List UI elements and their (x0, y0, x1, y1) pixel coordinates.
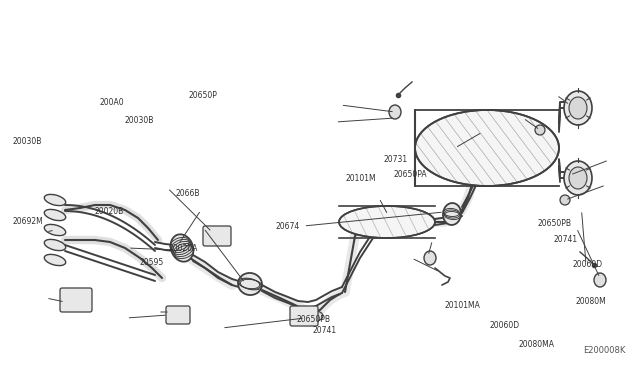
Text: 20595: 20595 (140, 258, 164, 267)
Text: 20650PA: 20650PA (394, 170, 428, 179)
Ellipse shape (44, 254, 66, 266)
Ellipse shape (415, 110, 559, 186)
Text: E200008K: E200008K (582, 346, 625, 355)
Text: 20650PB: 20650PB (538, 219, 572, 228)
Text: 20741: 20741 (312, 326, 337, 335)
Text: 20692M: 20692M (13, 217, 44, 226)
Ellipse shape (443, 203, 461, 225)
Text: 20741: 20741 (554, 235, 578, 244)
Ellipse shape (44, 195, 66, 206)
Ellipse shape (44, 240, 66, 251)
Ellipse shape (594, 273, 606, 287)
Ellipse shape (389, 105, 401, 119)
Ellipse shape (564, 161, 592, 195)
Ellipse shape (424, 251, 436, 265)
Ellipse shape (569, 167, 587, 189)
Text: 20020A: 20020A (168, 244, 198, 253)
Text: 2066B: 2066B (176, 189, 200, 198)
Ellipse shape (44, 224, 66, 235)
Ellipse shape (307, 311, 323, 321)
Text: 20030B: 20030B (13, 137, 42, 146)
Ellipse shape (569, 97, 587, 119)
FancyBboxPatch shape (290, 306, 318, 326)
Text: 20674: 20674 (275, 222, 300, 231)
FancyBboxPatch shape (60, 288, 92, 312)
FancyBboxPatch shape (166, 306, 190, 324)
Text: 20080MA: 20080MA (518, 340, 554, 349)
Text: 20060D: 20060D (573, 260, 603, 269)
Text: 200A0: 200A0 (99, 98, 124, 107)
Ellipse shape (44, 209, 66, 221)
Circle shape (535, 125, 545, 135)
FancyBboxPatch shape (203, 226, 231, 246)
Text: 20060D: 20060D (490, 321, 520, 330)
Text: 20101MA: 20101MA (445, 301, 481, 310)
Circle shape (560, 195, 570, 205)
Ellipse shape (171, 234, 193, 262)
Text: 20101M: 20101M (346, 174, 376, 183)
Text: 20020B: 20020B (95, 207, 124, 216)
Text: 20650P: 20650P (189, 92, 218, 100)
Text: 20731: 20731 (384, 155, 408, 164)
Ellipse shape (238, 273, 262, 295)
Text: 20030B: 20030B (125, 116, 154, 125)
Text: 20080M: 20080M (576, 297, 607, 306)
Text: 20650PB: 20650PB (296, 315, 330, 324)
FancyBboxPatch shape (294, 308, 316, 324)
Ellipse shape (339, 206, 435, 238)
Ellipse shape (564, 91, 592, 125)
